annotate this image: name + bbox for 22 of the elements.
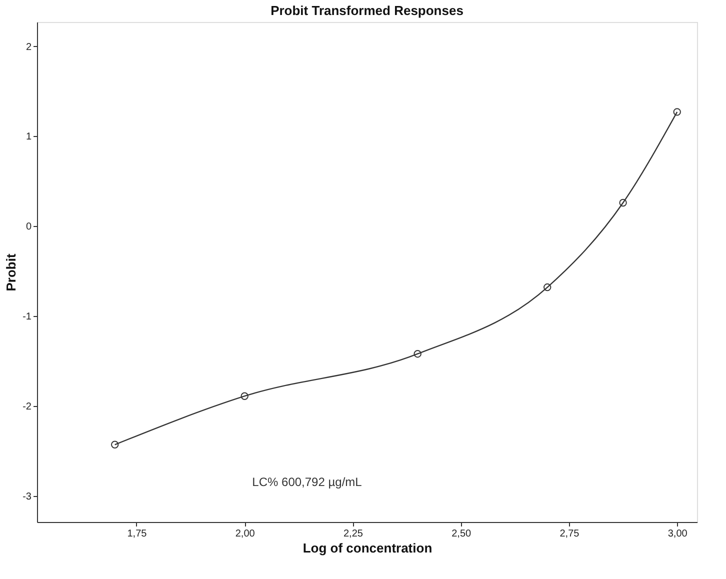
y-tick-label: 1: [26, 132, 32, 143]
x-tick-label: 2,25: [343, 528, 364, 540]
y-tick-label: -2: [22, 401, 32, 412]
y-tick-label: 0: [26, 222, 32, 233]
y-tick-label: 2: [26, 42, 32, 53]
y-axis-title: Probit: [4, 253, 19, 292]
x-tick-label: 1,75: [127, 528, 148, 540]
chart-title: Probit Transformed Responses: [270, 3, 464, 18]
point: [673, 108, 681, 116]
point: [240, 392, 248, 400]
point: [619, 198, 627, 207]
x-axis-title: Log of concentration: [302, 540, 432, 556]
y-tick-label: -3: [22, 491, 32, 502]
point: [110, 440, 119, 449]
point: [414, 350, 422, 358]
x-tick-label: 3,00: [668, 528, 688, 540]
x-tick-label: 2,00: [235, 528, 256, 540]
annotation: LC% 600,792 µg/mL: [252, 475, 362, 489]
x-tick-label: 2,75: [560, 528, 580, 540]
x-tick-label: 2,50: [452, 528, 472, 540]
point: [544, 283, 552, 292]
y-tick-label: -1: [22, 312, 32, 323]
